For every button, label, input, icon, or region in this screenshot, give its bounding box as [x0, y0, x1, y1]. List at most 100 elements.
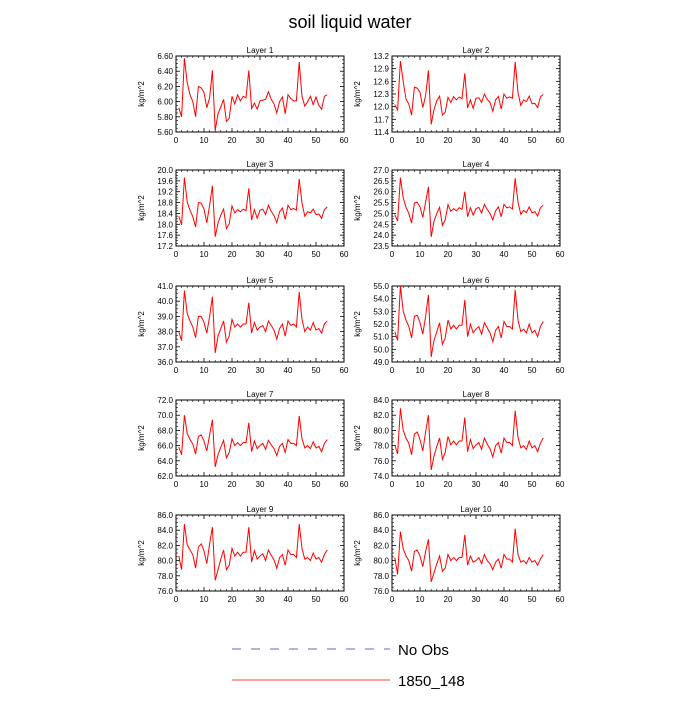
x-tick-label: 60 [340, 366, 349, 375]
x-tick-label: 50 [528, 136, 537, 145]
plot-frame [175, 399, 345, 477]
plot-frame [391, 399, 561, 477]
x-tick-label: 30 [472, 250, 481, 259]
x-tick-label: 20 [228, 250, 237, 259]
y-axis-label: kg/m^2 [137, 311, 146, 337]
x-tick-label: 30 [256, 366, 265, 375]
x-tick-label: 10 [416, 366, 425, 375]
y-tick-label: 39.0 [157, 312, 173, 321]
y-tick-label: 54.0 [373, 295, 389, 304]
panel-title: Layer 6 [463, 276, 490, 285]
x-tick-label: 60 [556, 250, 565, 259]
x-tick-label: 60 [340, 136, 349, 145]
y-tick-label: 82.0 [373, 541, 389, 550]
series-line-1850_148 [394, 408, 544, 471]
x-tick-label: 50 [528, 366, 537, 375]
x-tick-label: 0 [390, 136, 395, 145]
y-tick-label: 6.40 [157, 67, 173, 76]
y-tick-label: 53.0 [373, 307, 389, 316]
x-tick-label: 20 [444, 136, 453, 145]
y-axis-label: kg/m^2 [137, 81, 146, 107]
y-tick-label: 40.0 [157, 297, 173, 306]
y-axis-label: kg/m^2 [353, 425, 362, 451]
x-tick-label: 20 [228, 595, 237, 604]
x-tick-label: 20 [444, 250, 453, 259]
y-tick-label: 84.0 [373, 526, 389, 535]
y-tick-label: 19.6 [157, 177, 173, 186]
x-tick-label: 60 [340, 250, 349, 259]
y-tick-label: 84.0 [373, 396, 389, 405]
y-axis-label: kg/m^2 [353, 540, 362, 566]
x-tick-label: 20 [444, 595, 453, 604]
y-tick-label: 76.0 [373, 457, 389, 466]
x-tick-label: 0 [390, 250, 395, 259]
x-tick-label: 50 [312, 480, 321, 489]
x-tick-label: 10 [416, 136, 425, 145]
x-tick-label: 10 [200, 480, 209, 489]
x-tick-label: 50 [312, 595, 321, 604]
y-tick-label: 49.0 [373, 358, 389, 367]
y-tick-label: 78.0 [157, 572, 173, 581]
x-tick-label: 20 [228, 366, 237, 375]
y-tick-label: 11.4 [374, 128, 390, 137]
y-tick-label: 51.0 [373, 333, 389, 342]
x-tick-label: 50 [312, 366, 321, 375]
x-tick-label: 40 [284, 595, 293, 604]
y-tick-label: 52.0 [373, 320, 389, 329]
y-axis-label: kg/m^2 [137, 195, 146, 221]
x-tick-label: 30 [256, 250, 265, 259]
x-tick-label: 30 [256, 595, 265, 604]
y-tick-label: 70.0 [157, 411, 173, 420]
x-tick-label: 60 [340, 595, 349, 604]
series-line-1850_148 [394, 285, 544, 358]
x-tick-label: 40 [500, 136, 509, 145]
y-tick-label: 17.2 [157, 242, 173, 251]
y-tick-label: 66.0 [157, 442, 173, 451]
panel-title: Layer 2 [463, 46, 490, 55]
x-tick-label: 10 [200, 136, 209, 145]
panel-3: Layer 3 0 10 20 30 40 50 60 17.2 17.6 18.0 18.418.8… [137, 160, 349, 259]
series-line-1850_148 [394, 61, 544, 125]
plot-frame [175, 55, 345, 133]
x-tick-label: 60 [556, 480, 565, 489]
panel-title: Layer 1 [247, 46, 274, 55]
x-tick-label: 30 [472, 136, 481, 145]
panel-title: Layer 7 [247, 390, 274, 399]
x-tick-label: 30 [472, 480, 481, 489]
x-tick-label: 10 [200, 250, 209, 259]
panel-title: Layer 4 [463, 160, 490, 169]
x-tick-label: 10 [416, 250, 425, 259]
y-tick-label: 24.0 [373, 231, 389, 240]
y-tick-label: 25.5 [373, 199, 389, 208]
panel-7: Layer 7 0 10 20 30 40 50 60 62.0 64.0 66.0 68.0 70.0… [137, 390, 349, 489]
y-tick-label: 80.0 [157, 557, 173, 566]
y-tick-label: 50.0 [373, 345, 389, 354]
plot-frame [391, 285, 561, 363]
x-tick-label: 40 [500, 366, 509, 375]
legend-label-no-obs: No Obs [398, 642, 449, 659]
x-tick-label: 40 [284, 136, 293, 145]
y-axis-label: kg/m^2 [353, 311, 362, 337]
legend-label-1850-148: 1850_148 [398, 673, 465, 690]
panel-title: Layer 10 [460, 505, 492, 514]
panel-title: Layer 9 [247, 505, 274, 514]
y-tick-label: 12.6 [373, 77, 389, 86]
x-tick-label: 40 [500, 595, 509, 604]
series-line-1850_148 [178, 58, 328, 131]
y-axis-label: kg/m^2 [353, 195, 362, 221]
y-tick-label: 19.2 [157, 188, 173, 197]
x-tick-label: 20 [444, 480, 453, 489]
x-tick-label: 40 [284, 250, 293, 259]
y-tick-label: 26.0 [373, 188, 389, 197]
x-tick-label: 50 [528, 595, 537, 604]
x-tick-label: 10 [416, 480, 425, 489]
y-tick-label: 6.20 [157, 82, 173, 91]
x-tick-label: 20 [228, 480, 237, 489]
y-tick-label: 27.0 [373, 166, 389, 175]
y-tick-label: 26.5 [373, 177, 389, 186]
y-tick-label: 78.0 [373, 572, 389, 581]
x-tick-label: 0 [174, 595, 179, 604]
x-tick-label: 20 [228, 136, 237, 145]
y-tick-label: 12.0 [373, 103, 389, 112]
